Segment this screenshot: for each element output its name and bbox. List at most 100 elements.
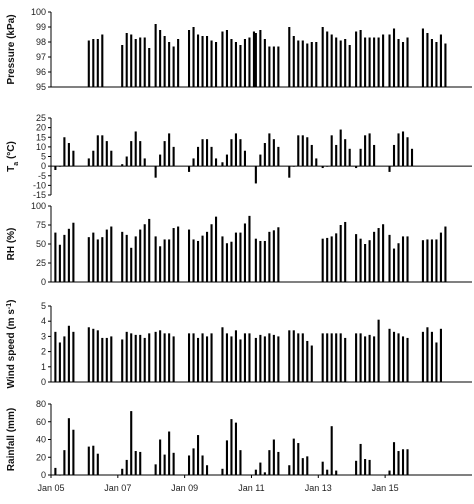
rainfall-y-tick-label-80: 80	[36, 399, 46, 409]
temperature-bar-day7-4	[306, 137, 309, 167]
wind_speed-y-tick-label-4: 4	[41, 316, 46, 326]
pressure-bar-day6-3	[268, 46, 271, 87]
wind_speed-axis-title: Wind speed (m s-1)	[6, 300, 18, 389]
temperature-bar-day3-3	[168, 133, 171, 167]
temperature-bar-day6-1	[259, 154, 262, 167]
temperature-bar-day2-2	[130, 141, 133, 167]
pressure-bar-day3-0	[154, 24, 157, 87]
pressure-y-tick-label-98: 98	[36, 37, 46, 47]
rh-bar-day4-1	[192, 239, 195, 282]
temperature-bar-day1-5	[110, 150, 113, 167]
wind_speed-bar-day2-1	[125, 331, 128, 382]
temperature-bar-day5-3	[234, 133, 238, 167]
pressure-bar-day7-3	[301, 40, 304, 87]
rh-bar-day10-1	[392, 248, 396, 282]
x-tick-label-jan-15: Jan 15	[372, 483, 399, 493]
wind_speed-bar-day1-4	[105, 337, 108, 382]
rh-bar-day2-2	[130, 247, 133, 282]
temperature-bar-day6-3	[268, 133, 271, 167]
temperature-bar-day4-0	[187, 166, 191, 172]
rh-bar-day4-6	[214, 216, 218, 282]
temperature-bar-day8-0	[321, 166, 324, 169]
rainfall-bar-day6-3	[268, 450, 271, 475]
pressure-bar-day9-2	[364, 37, 367, 87]
rainfall-bar-day10-4	[406, 449, 409, 475]
rh-bar-day9-4	[373, 231, 376, 282]
pressure-bar-day2-1	[125, 33, 128, 87]
rh-bar-day4-4	[205, 231, 209, 282]
temperature-bar-day10-4	[406, 137, 409, 167]
rainfall-bar-day4-0	[187, 455, 191, 475]
rh-bar-day4-3	[201, 235, 204, 282]
pressure-bar-day10-4	[406, 37, 409, 87]
rainfall-bar-day6-5	[277, 451, 280, 475]
rh-bar-day3-0	[154, 236, 157, 282]
rh-y-tick-label-50: 50	[36, 239, 46, 249]
pressure-bar-day11-4	[439, 34, 442, 87]
rh-bar-day2-6	[148, 218, 151, 282]
temperature-bar-day4-1	[192, 158, 195, 167]
wind_speed-bar-day11-3	[435, 342, 438, 382]
pressure-bar-day9-1	[359, 30, 362, 87]
rainfall-bar-day9-1	[359, 443, 362, 475]
pressure-bar-day4-2	[196, 34, 200, 87]
pressure-y-tick-label-95: 95	[36, 82, 46, 92]
pressure-y-tick-label-100: 100	[31, 7, 46, 17]
wind_speed-bar-day1-5	[110, 336, 113, 382]
rh-bar-day2-1	[125, 234, 128, 282]
temperature-bar-day0-4	[72, 150, 75, 167]
rh-bar-day0-1	[58, 244, 61, 282]
rainfall-bar-day3-1	[159, 439, 162, 475]
temperature-bar-day0-0	[54, 166, 57, 170]
wind_speed-bar-day5-0	[221, 327, 224, 382]
wind_speed-y-tick-label-5: 5	[41, 301, 46, 311]
temperature-bar-day5-4	[239, 139, 242, 167]
temperature-bar-day1-1	[92, 150, 95, 167]
rainfall-bar-day3-4	[172, 452, 175, 475]
wind_speed-bar-day6-3	[268, 333, 271, 382]
pressure-bar-day7-0	[288, 27, 291, 87]
pressure-bar-day3-2	[163, 36, 166, 87]
pressure-bar-day1-0	[87, 40, 90, 87]
temperature-y-tick-label-0: 0	[41, 161, 46, 171]
pressure-bar-day4-1	[192, 27, 195, 87]
rh-y-tick-label-100: 100	[31, 201, 46, 211]
rh-bar-day5-4	[239, 232, 242, 282]
rh-bar-day3-3	[168, 239, 171, 282]
pressure-bar-day8-3	[335, 37, 338, 87]
wind_speed-bar-day6-2	[263, 336, 266, 382]
pressure-bar-day11-1	[426, 33, 429, 87]
pressure-bar-day4-5	[210, 40, 213, 87]
pressure-bar-day6-2	[263, 39, 266, 87]
pressure-bar-day3-1	[159, 30, 162, 87]
wind_speed-bar-day2-0	[121, 339, 124, 382]
pressure-bar-day1-3	[101, 34, 104, 87]
wind_speed-bar-day8-1	[326, 333, 329, 382]
wind_speed-bar-day5-3	[234, 330, 238, 382]
pressure-bar-day2-2	[130, 34, 133, 87]
rh-bar-day3-4	[172, 228, 175, 282]
rh-bar-day6-0	[254, 238, 257, 282]
pressure-y-tick-label-96: 96	[36, 67, 46, 77]
pressure-bar-day9-0	[355, 31, 358, 87]
wind_speed-bar-day3-0	[154, 331, 157, 382]
rh-bar-day6-3	[268, 231, 271, 282]
wind_speed-y-tick-label-3: 3	[41, 331, 46, 341]
rh-bar-day8-2	[330, 236, 333, 282]
rainfall-bar-day4-4	[205, 465, 209, 475]
wind_speed-bar-day9-1	[359, 333, 362, 382]
rainfall-bar-day9-2	[364, 459, 367, 475]
wind_speed-bar-day0-0	[54, 331, 57, 382]
temperature-y-tick-label-20: 20	[36, 123, 46, 133]
rainfall-bar-day9-0	[355, 460, 358, 475]
pressure-bar-day7-4	[306, 43, 309, 87]
rainfall-bar-day5-0	[221, 468, 224, 475]
pressure-bar-day1-1	[92, 39, 95, 87]
rainfall-bar-day6-2	[263, 472, 266, 475]
pressure-bar-day7-1	[292, 36, 295, 87]
pressure-bar-day8-2	[330, 34, 333, 87]
wind_speed-bar-day5-5	[243, 333, 247, 382]
rh-bar-day2-0	[121, 231, 124, 282]
wind_speed-bar-day1-0	[87, 327, 90, 382]
rainfall-bar-day7-2	[297, 443, 300, 475]
